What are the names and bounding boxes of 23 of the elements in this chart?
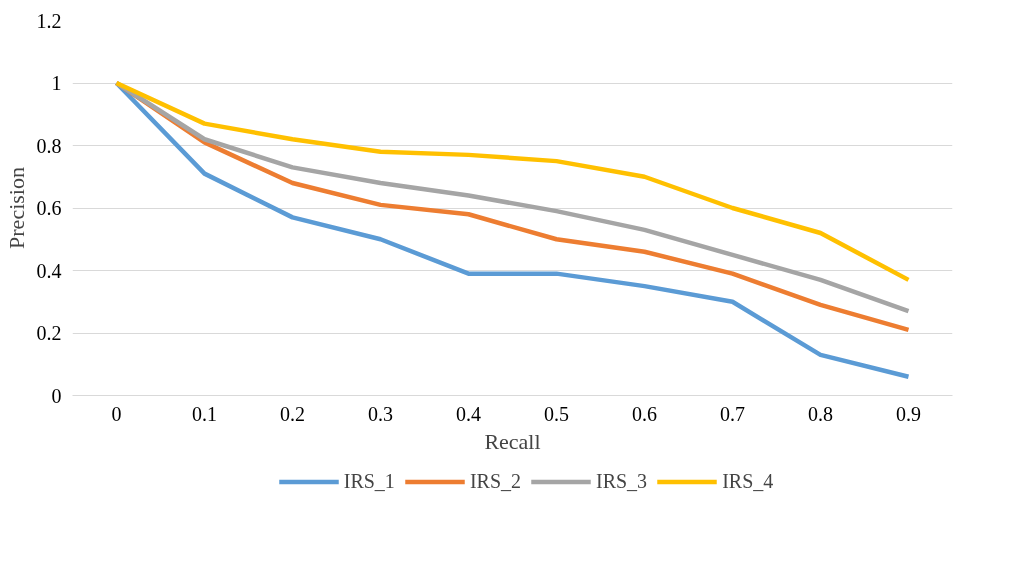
x-tick-label: 0.4 [456, 402, 481, 425]
y-tick-label: 0.8 [36, 134, 62, 157]
y-tick-label: 1 [51, 72, 62, 94]
y-tick-label: 0.4 [36, 259, 62, 282]
y-tick-label: 1.2 [36, 9, 62, 32]
legend-label: IRS_3 [596, 469, 648, 493]
legend-label: IRS_4 [722, 469, 774, 493]
x-tick-label: 0 [111, 402, 122, 425]
x-tick-label: 0.1 [192, 402, 217, 425]
x-axis-title: Recall [484, 428, 541, 454]
x-tick-label: 0.7 [720, 402, 745, 425]
y-axis-title: Precision [3, 167, 29, 249]
x-tick-label: 0.8 [808, 402, 833, 425]
x-tick-label: 0.5 [544, 402, 569, 425]
x-tick-label: 0.3 [368, 402, 393, 425]
x-tick-label: 0.9 [896, 402, 921, 425]
y-tick-label: 0.2 [36, 322, 62, 344]
y-tick-label: 0.6 [36, 197, 62, 219]
x-tick-label: 0.6 [632, 402, 657, 425]
x-tick-label: 0.2 [280, 402, 305, 425]
legend-label: IRS_2 [469, 469, 521, 493]
legend-label: IRS_1 [343, 469, 395, 493]
y-tick-label: 0 [51, 384, 62, 407]
